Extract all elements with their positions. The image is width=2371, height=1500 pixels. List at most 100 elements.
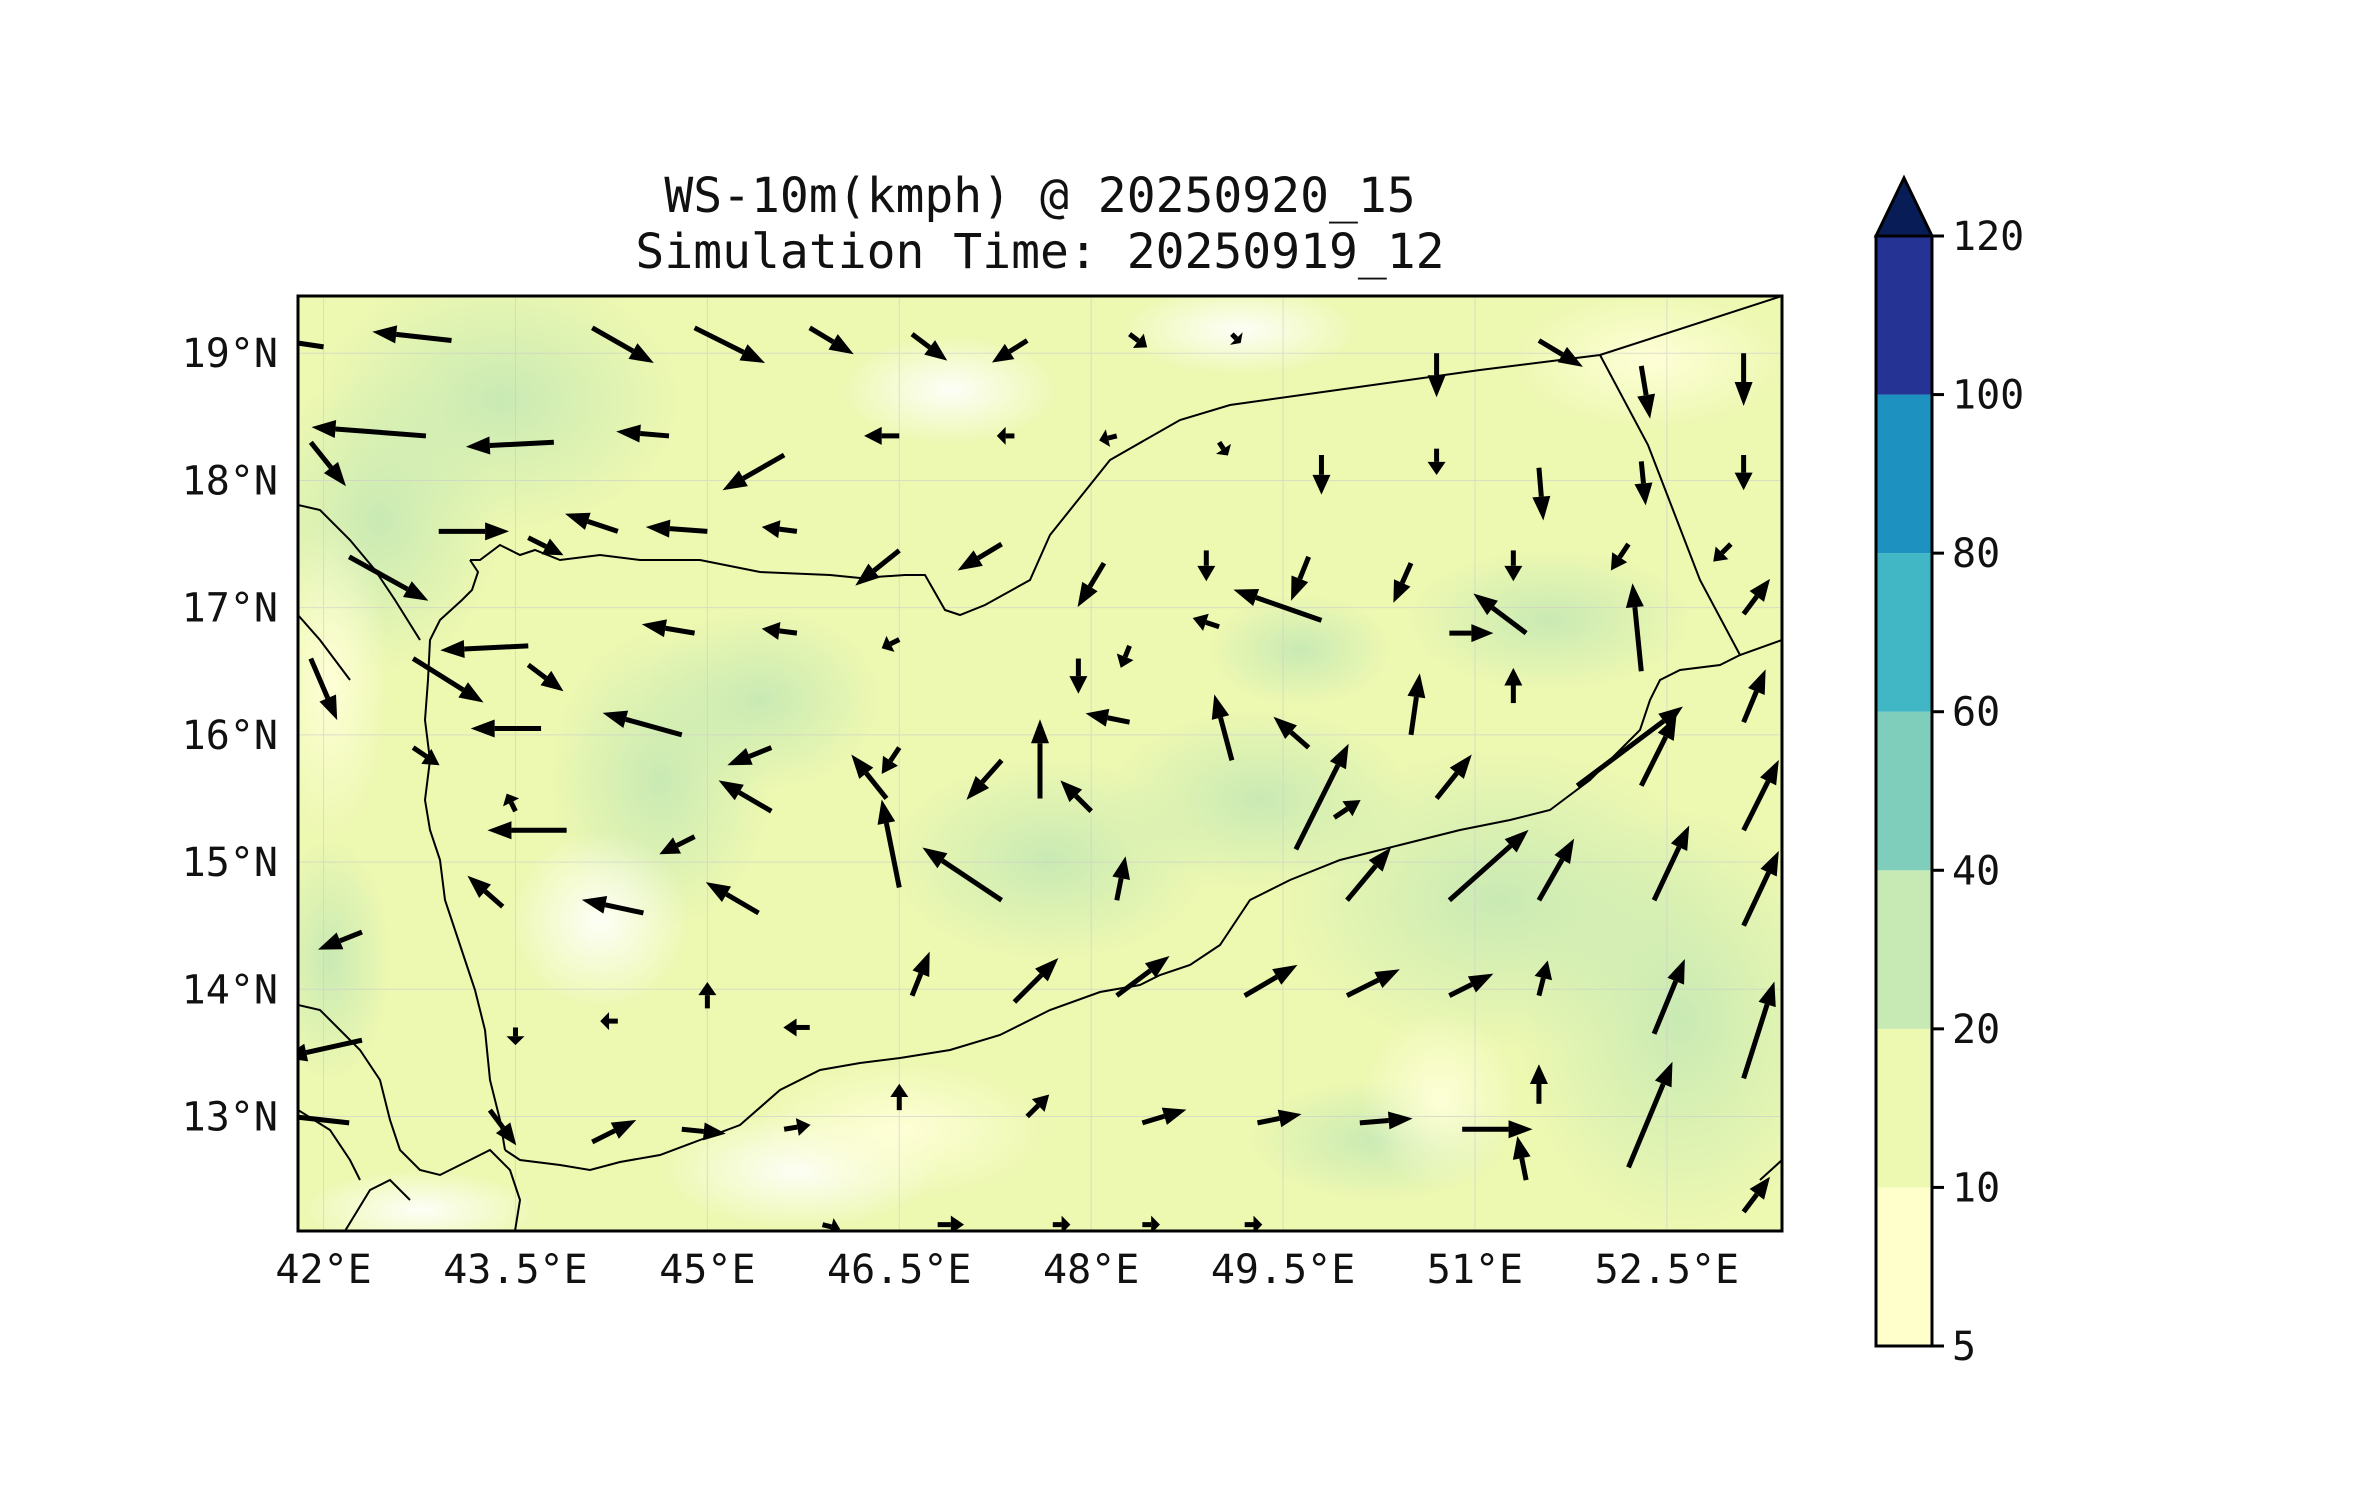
wind-arrow (718, 780, 773, 814)
wind-arrow (1610, 542, 1631, 571)
wind-arrow (308, 440, 346, 487)
colorbar-label: 100 (1952, 373, 2024, 419)
wind-arrow (467, 875, 505, 909)
map-title-line2: Simulation Time: 20250919_12 (635, 224, 1444, 280)
wind-arrow (864, 426, 900, 445)
lat-tick-label: 15°N (182, 840, 278, 886)
wind-arrow (591, 1119, 637, 1145)
low-speed-region (298, 520, 390, 840)
wind-arrow (308, 657, 338, 721)
wind-arrow (1734, 455, 1753, 491)
wind-arrow (1115, 956, 1170, 998)
wind-arrow (1273, 716, 1311, 750)
wind-arrow (1734, 353, 1753, 407)
lon-tick-label: 52.5°E (1595, 1247, 1740, 1293)
wind-arrow (527, 535, 564, 556)
wind-arrow (761, 520, 798, 539)
wind-arrow (1427, 448, 1446, 476)
wind-arrow (1012, 958, 1059, 1004)
speed-region (640, 610, 880, 790)
colorbar-segment (1876, 236, 1932, 395)
djibouti-border (344, 1178, 411, 1231)
gulf-of-aden-coast (504, 639, 1782, 1172)
wind-arrow (937, 1215, 965, 1231)
wind-arrow (298, 340, 324, 350)
wind-arrow (602, 710, 683, 738)
socotra-coast (1759, 1159, 1782, 1181)
wind-arrow (311, 419, 427, 439)
wind-arrow (1741, 759, 1779, 832)
wind-arrow (1713, 542, 1733, 562)
wind-arrow (1112, 856, 1130, 901)
colorbar-label: 60 (1952, 690, 2000, 736)
eritrea-coast-south (298, 614, 351, 681)
low-speed-region (1360, 1010, 1520, 1190)
wind-arrow (1345, 969, 1400, 998)
speed-region (298, 840, 390, 1080)
wind-arrow (1651, 825, 1690, 902)
colorbar-segment (1876, 394, 1932, 554)
wind-arrow (1052, 1215, 1071, 1231)
wind-arrow (1192, 613, 1220, 631)
wind-arrow (1332, 799, 1361, 820)
wind-arrow (1534, 960, 1553, 997)
lon-tick-label: 48°E (1043, 1247, 1139, 1293)
lat-tick-label: 18°N (182, 458, 278, 504)
eritrea-coast (298, 504, 421, 641)
wind-arrow (681, 1122, 726, 1141)
wind-arrow (372, 325, 452, 344)
wind-arrow (992, 338, 1029, 363)
wind-arrow (693, 325, 765, 364)
wind-arrow (705, 882, 760, 916)
colorbar-extend-max (1873, 174, 1935, 238)
wind-arrow (465, 436, 554, 455)
wind-arrow (783, 1018, 810, 1037)
wind-arrow (440, 640, 529, 659)
wind-arrow (1741, 669, 1766, 724)
wind-arrow (1447, 829, 1529, 903)
wind-arrow (909, 951, 930, 997)
wind-vectors (298, 325, 1779, 1231)
wind-arrow (1077, 561, 1107, 608)
djibouti-coast (298, 1004, 522, 1231)
wind-arrow (1291, 555, 1311, 601)
wind-speed-field (298, 296, 1782, 1231)
wind-arrow (616, 424, 670, 443)
wind-arrow (1085, 708, 1131, 727)
colorbar-label: 80 (1952, 531, 2000, 577)
yemen-oman-border (1599, 354, 1741, 656)
wind-arrow (487, 821, 567, 840)
lon-tick-label: 43.5°E (443, 1247, 588, 1293)
wind-arrow (1473, 593, 1528, 636)
wind-arrow (1345, 847, 1392, 902)
wind-arrow (317, 929, 363, 950)
wind-arrow (1427, 353, 1446, 398)
wind-arrow (1229, 332, 1243, 345)
wind-arrow (727, 745, 773, 766)
colorbar-label: 5 (1952, 1324, 1976, 1370)
wind-arrow (966, 758, 1004, 800)
wind-arrow (1625, 583, 1644, 672)
wind-arrow (1025, 1094, 1050, 1119)
wind-arrow (855, 548, 901, 586)
wind-arrow (821, 1218, 841, 1231)
map-plot-area (298, 296, 1782, 1231)
wind-arrow (957, 541, 1003, 571)
wind-arrow (1060, 780, 1093, 813)
wind-arrow (1434, 754, 1472, 801)
lon-tick-label: 49.5°E (1211, 1247, 1356, 1293)
wind-arrow (1141, 1107, 1187, 1126)
wind-arrow (698, 981, 717, 1009)
calm-region (840, 335, 1060, 445)
wind-arrow (581, 896, 644, 916)
wind-arrow (1142, 1215, 1160, 1231)
yemen-saudi-border (470, 296, 1782, 617)
wind-arrow (761, 621, 798, 640)
wind-arrow (1069, 658, 1088, 694)
wind-arrow (1741, 850, 1779, 927)
wind-arrow (1233, 589, 1323, 623)
wind-arrow (1031, 719, 1049, 799)
calm-region (1120, 296, 1360, 375)
wind-arrow (1537, 338, 1583, 367)
wind-arrow (298, 1114, 350, 1126)
